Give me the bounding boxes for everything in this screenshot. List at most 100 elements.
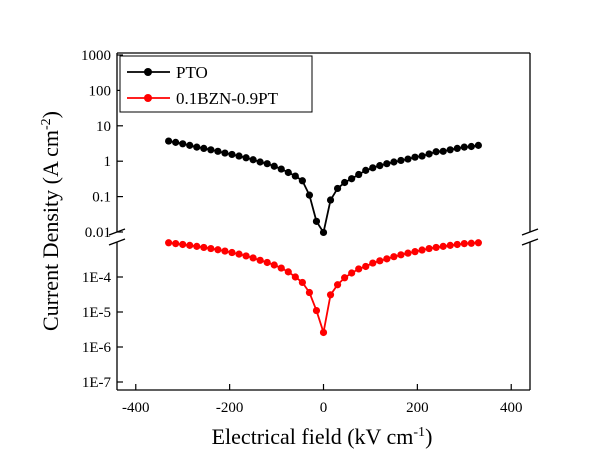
y-tick-label: 1E-7: [82, 375, 112, 391]
data-point: [242, 252, 250, 260]
data-point: [235, 152, 243, 160]
data-point: [390, 158, 398, 166]
series-pto: [165, 137, 482, 237]
data-point: [165, 239, 173, 247]
axis-break-mark-right-1: [521, 228, 539, 236]
x-tick-label: -200: [216, 400, 244, 416]
data-point: [341, 178, 349, 187]
data-point: [179, 140, 187, 148]
axis-ticks: -400 -200 0 200 400 1000 100 10 1 0.1 0.01 1E-4 1E-5…: [81, 48, 522, 416]
y-tick-label: 1: [104, 154, 112, 170]
data-point: [341, 274, 349, 282]
x-tick-label: 200: [406, 400, 429, 416]
data-point: [446, 146, 454, 154]
y-tick-label: 1E-4: [82, 270, 112, 286]
data-point: [362, 166, 370, 174]
data-point: [369, 164, 377, 172]
data-point: [172, 138, 180, 146]
legend: PTO 0.1BZN-0.9PT: [119, 55, 313, 113]
data-point: [249, 254, 257, 262]
data-point: [418, 246, 426, 254]
data-point: [453, 144, 461, 152]
data-point: [200, 243, 208, 252]
data-point: [474, 239, 482, 247]
data-point: [263, 160, 271, 168]
data-point: [214, 246, 222, 254]
data-point: [397, 251, 405, 259]
data-point: [390, 253, 398, 261]
data-point: [228, 150, 236, 159]
data-point: [439, 147, 447, 155]
x-tick-label: 400: [500, 400, 523, 416]
data-point: [207, 146, 215, 154]
legend-label: PTO: [176, 63, 208, 82]
data-point: [179, 240, 187, 249]
data-point: [207, 244, 215, 253]
data-point: [291, 172, 299, 180]
y-axis-label: Current Density (A cm-2): [38, 111, 63, 331]
data-point: [333, 281, 342, 289]
data-point: [312, 306, 321, 315]
data-point: [432, 148, 440, 156]
series-line: [168, 241, 479, 333]
y-tick-label: 0.1: [92, 190, 111, 206]
data-point: [165, 137, 173, 145]
series-bzn-pt: [165, 239, 482, 337]
data-point: [446, 241, 454, 249]
data-point: [186, 141, 194, 149]
data-point: [319, 328, 328, 337]
data-point: [242, 154, 250, 162]
data-point: [355, 170, 363, 179]
data-point: [333, 184, 342, 193]
data-point: [186, 241, 194, 249]
y-tick-label: 0.01: [85, 225, 111, 241]
data-point: [256, 256, 264, 264]
data-point: [305, 288, 314, 297]
data-point: [460, 240, 468, 248]
data-point: [312, 217, 321, 225]
axis-break-mark-left-2: [108, 238, 126, 246]
data-point: [193, 242, 201, 250]
data-point: [453, 240, 461, 249]
legend-label: 0.1BZN-0.9PT: [176, 89, 279, 108]
data-point: [298, 177, 306, 185]
legend-marker: [144, 94, 152, 102]
x-tick-label: -400: [122, 400, 150, 416]
data-point: [277, 165, 285, 173]
data-point: [228, 248, 236, 257]
data-point: [376, 162, 384, 170]
data-point: [284, 168, 292, 177]
data-point: [193, 143, 201, 151]
data-point: [291, 273, 299, 281]
data-point: [235, 250, 243, 258]
x-tick-label: 0: [320, 400, 328, 416]
data-point: [439, 242, 447, 250]
data-point: [474, 141, 482, 149]
data-point: [376, 257, 384, 265]
y-tick-label: 1000: [81, 48, 111, 64]
data-point: [467, 142, 475, 151]
data-point: [425, 244, 433, 253]
data-point: [298, 278, 306, 287]
legend-marker: [144, 68, 152, 76]
data-point: [319, 228, 328, 237]
y-tick-label: 100: [89, 83, 112, 99]
data-point: [383, 160, 391, 168]
x-axis-label: Electrical field (kV cm-1): [212, 424, 433, 449]
data-point: [362, 262, 370, 271]
data-point: [411, 248, 419, 256]
data-point: [263, 258, 271, 267]
y-tick-label: 10: [96, 119, 111, 135]
data-point: [383, 255, 391, 263]
data-point: [221, 247, 229, 255]
y-tick-label: 1E-6: [82, 340, 112, 356]
data-point: [172, 240, 180, 248]
data-point: [256, 158, 264, 166]
data-point: [270, 162, 278, 170]
data-point: [249, 156, 257, 164]
data-point: [467, 239, 475, 247]
data-point: [270, 261, 278, 269]
data-point: [397, 156, 405, 165]
data-point: [404, 155, 412, 163]
